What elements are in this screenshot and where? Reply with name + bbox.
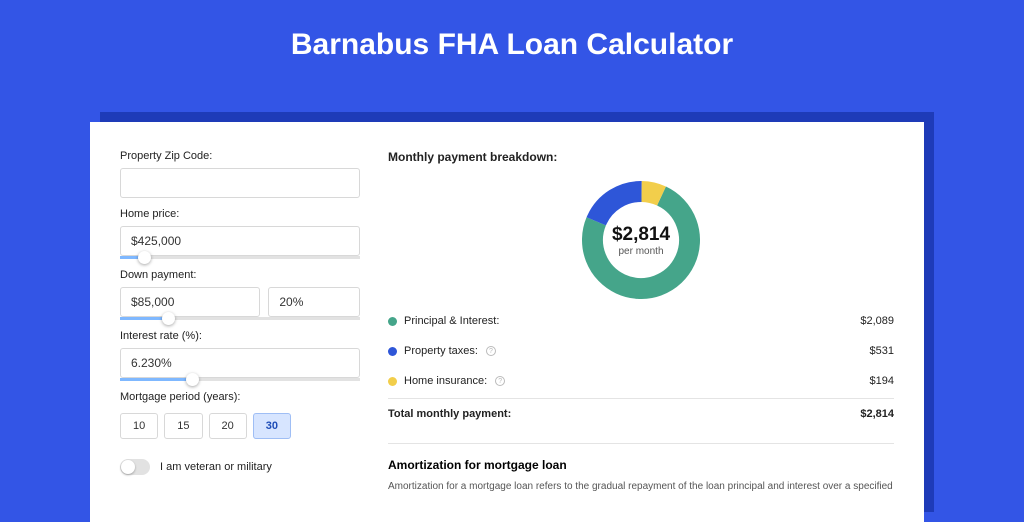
rate-slider[interactable]	[120, 378, 360, 381]
breakdown-column: Monthly payment breakdown: $2,814 per mo…	[388, 150, 894, 494]
total-label: Total monthly payment:	[388, 408, 511, 420]
home-price-input[interactable]	[120, 226, 360, 256]
zip-label: Property Zip Code:	[120, 150, 360, 162]
amortization-title: Amortization for mortgage loan	[388, 458, 894, 472]
calculator-card: Property Zip Code: Home price: Down paym…	[90, 122, 924, 522]
total-value: $2,814	[860, 408, 894, 420]
page-title: Barnabus FHA Loan Calculator	[0, 0, 1024, 82]
inputs-column: Property Zip Code: Home price: Down paym…	[120, 150, 360, 494]
rate-input[interactable]	[120, 348, 360, 378]
breakdown-row: Home insurance:? $194	[388, 366, 894, 396]
total-row: Total monthly payment: $2,814	[388, 398, 894, 429]
rate-label: Interest rate (%):	[120, 330, 360, 342]
breakdown-value: $194	[870, 375, 894, 387]
breakdown-row: Principal & Interest: $2,089	[388, 306, 894, 336]
breakdown-row: Property taxes:? $531	[388, 336, 894, 366]
donut-sub: per month	[612, 246, 670, 257]
toggle-knob	[121, 460, 135, 474]
veteran-row: I am veteran or military	[120, 459, 360, 475]
donut-value: $2,814	[612, 224, 670, 246]
period-label: Mortgage period (years):	[120, 391, 360, 403]
period-btn-15[interactable]: 15	[164, 413, 202, 439]
amortization-section: Amortization for mortgage loan Amortizat…	[388, 443, 894, 494]
home-price-label: Home price:	[120, 208, 360, 220]
down-payment-pct-input[interactable]	[268, 287, 360, 317]
home-price-slider[interactable]	[120, 256, 360, 259]
legend-dot	[388, 377, 397, 386]
legend-dot	[388, 347, 397, 356]
period-btn-20[interactable]: 20	[209, 413, 247, 439]
breakdown-value: $531	[870, 345, 894, 357]
down-payment-slider[interactable]	[120, 317, 360, 320]
veteran-toggle[interactable]	[120, 459, 150, 475]
period-row: 1015 2030	[120, 413, 360, 439]
donut-chart: $2,814 per month	[388, 174, 894, 306]
breakdown-label: Principal & Interest:	[404, 315, 499, 327]
amortization-text: Amortization for a mortgage loan refers …	[388, 480, 894, 494]
legend-dot	[388, 317, 397, 326]
down-payment-label: Down payment:	[120, 269, 360, 281]
breakdown-value: $2,089	[860, 315, 894, 327]
period-btn-10[interactable]: 10	[120, 413, 158, 439]
breakdown-label: Property taxes:	[404, 345, 478, 357]
down-payment-input[interactable]	[120, 287, 260, 317]
info-icon[interactable]: ?	[495, 376, 505, 386]
breakdown-heading: Monthly payment breakdown:	[388, 150, 894, 164]
info-icon[interactable]: ?	[486, 346, 496, 356]
period-btn-30[interactable]: 30	[253, 413, 291, 439]
veteran-label: I am veteran or military	[160, 461, 272, 473]
zip-input[interactable]	[120, 168, 360, 198]
breakdown-label: Home insurance:	[404, 375, 487, 387]
